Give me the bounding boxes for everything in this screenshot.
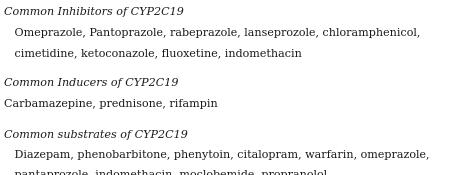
Text: Diazepam, phenobarbitone, phenytoin, citalopram, warfarin, omeprazole,: Diazepam, phenobarbitone, phenytoin, cit…	[4, 150, 429, 160]
Text: Common Inducers of CYP2C19: Common Inducers of CYP2C19	[4, 78, 178, 88]
Text: Omeprazole, Pantoprazole, rabeprazole, lanseprozole, chloramphenicol,: Omeprazole, Pantoprazole, rabeprazole, l…	[4, 28, 420, 38]
Text: Common substrates of CYP2C19: Common substrates of CYP2C19	[4, 130, 188, 140]
Text: Common Inhibitors of CYP2C19: Common Inhibitors of CYP2C19	[4, 7, 183, 17]
Text: cimetidine, ketoconazole, fluoxetine, indomethacin: cimetidine, ketoconazole, fluoxetine, in…	[4, 48, 301, 58]
Text: pantaprozole, indomethacin, moclobemide, propranolol,: pantaprozole, indomethacin, moclobemide,…	[4, 170, 330, 175]
Text: Carbamazepine, prednisone, rifampin: Carbamazepine, prednisone, rifampin	[4, 99, 218, 109]
